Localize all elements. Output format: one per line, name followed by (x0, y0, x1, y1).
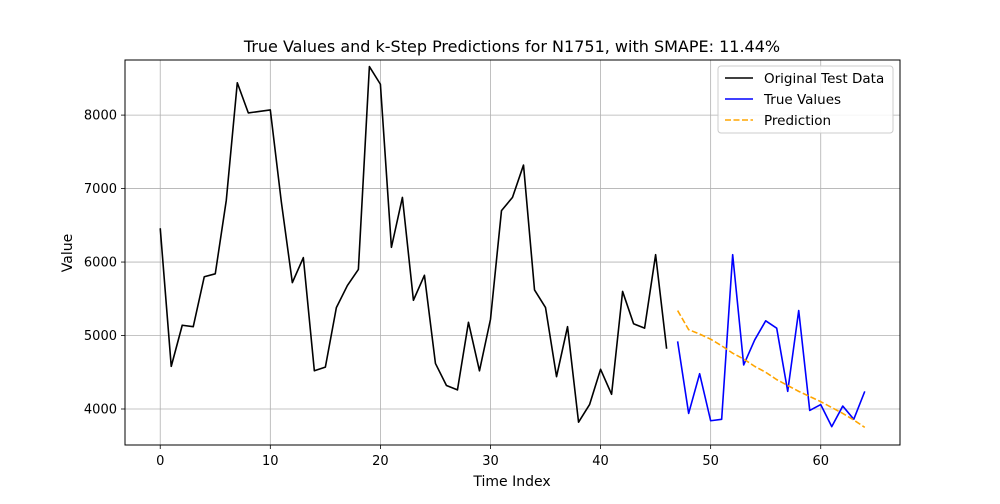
grid-lines (125, 60, 900, 445)
series-line-prediction (676, 310, 866, 429)
y-tick-label: 5000 (84, 329, 117, 344)
y-tick-label: 8000 (84, 109, 117, 124)
x-tick-label: 10 (262, 454, 279, 469)
y-axis-label: Value (60, 234, 76, 272)
x-tick-label: 40 (592, 454, 609, 469)
series-line-original-test-data (159, 65, 668, 424)
legend-label: Prediction (764, 113, 831, 129)
x-tick-label: 50 (702, 454, 719, 469)
y-tick-label: 4000 (84, 402, 117, 417)
x-axis-label: Time Index (472, 474, 550, 490)
x-tick-label: 60 (812, 454, 829, 469)
legend-box (717, 65, 894, 134)
plot-area-frame (124, 59, 901, 446)
y-tick-label: 7000 (84, 182, 117, 197)
legend-label: True Values (763, 92, 841, 108)
legend-label: Original Test Data (764, 71, 884, 87)
legend: Original Test Data True Values Prediction (717, 65, 894, 134)
series-line-true-values (676, 253, 866, 428)
data-series (159, 65, 866, 429)
x-tick-label: 20 (372, 454, 389, 469)
x-tick-label: 0 (156, 454, 164, 469)
axis-ticks: 0 10 20 30 40 50 60 4000 5000 6000 7000 8000 (84, 109, 829, 469)
chart-title: True Values and k-Step Predictions for N… (243, 37, 780, 56)
x-tick-label: 30 (482, 454, 499, 469)
y-tick-label: 6000 (84, 256, 117, 271)
